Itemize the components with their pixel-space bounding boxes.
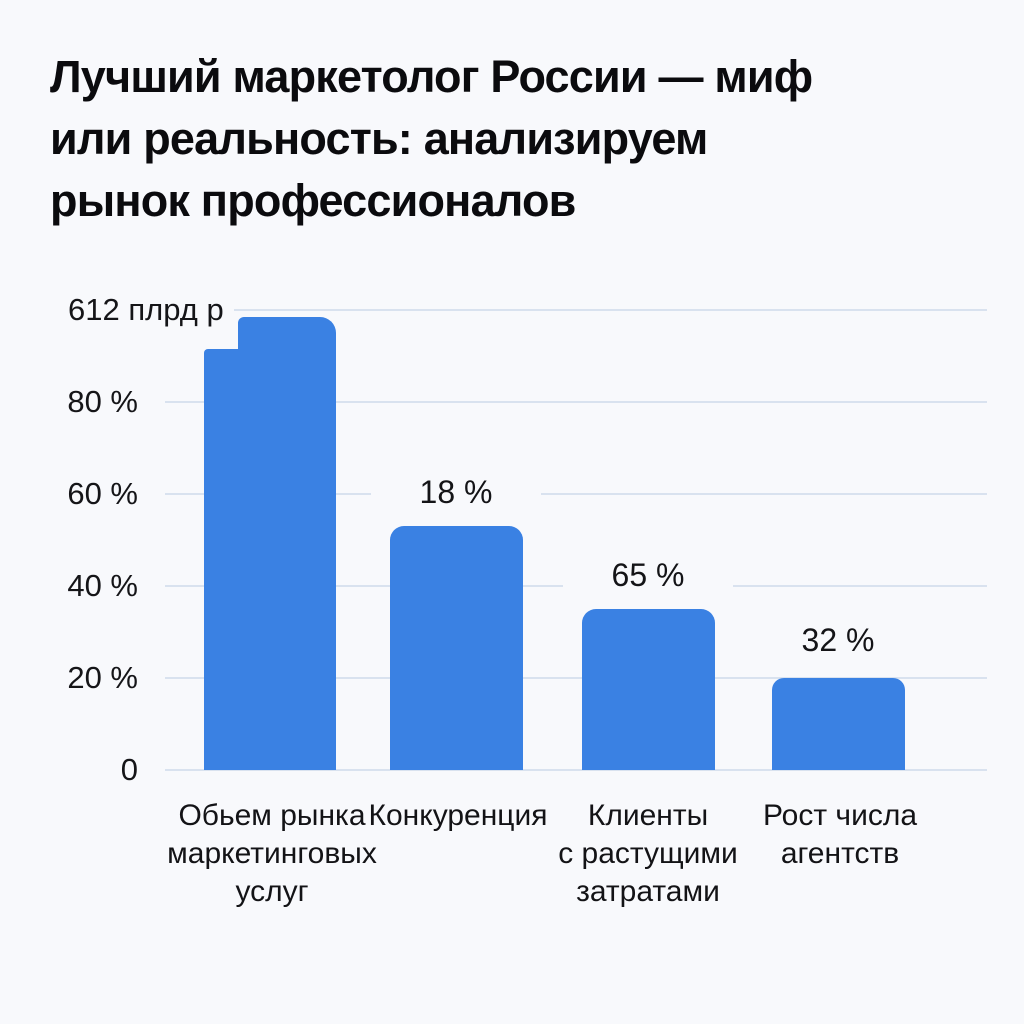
y-axis-tick-80: 80 % (67, 384, 138, 419)
value-label-clients: 65 % (563, 555, 733, 595)
category-label-line: затратами (576, 875, 720, 908)
y-axis-tick-20: 20 % (67, 660, 138, 695)
bar-competition (390, 526, 523, 770)
page-title-line-2: или реальность: анализируем (50, 113, 708, 164)
y-axis-tick-0: 0 (120, 752, 138, 787)
gridline-baseline (165, 769, 987, 771)
bar-clients-rising-costs (582, 609, 715, 770)
gridline-60 (165, 493, 987, 495)
category-label-line: агентств (780, 837, 900, 870)
bar-market-volume-step (204, 349, 238, 770)
category-label-line: Рост числа (762, 799, 918, 832)
category-label-clients: Клиенты с растущими затратами (528, 797, 768, 911)
category-label-agencies: Рост числа агентств (720, 797, 960, 873)
value-label-competition: 18 % (371, 472, 541, 512)
category-label-line: Клиенты (587, 799, 709, 832)
page-title-line-3: рынок профессионалов (50, 175, 576, 226)
bar-agency-growth (772, 678, 905, 770)
category-label-line: с растущими (558, 837, 738, 870)
page-title: Лучший маркетолог России — миф или реаль… (50, 46, 950, 232)
category-label-market-volume: Обьем рынка маркетинговых услуг (152, 797, 392, 911)
category-label-line: Конкуренция (368, 799, 548, 832)
y-axis-tick-40: 40 % (67, 568, 138, 603)
y-axis-tick-60: 60 % (67, 476, 138, 511)
category-label-line: услуг (235, 875, 309, 908)
y-axis-top-label: 612 плрд р (66, 290, 234, 330)
gridline-20 (165, 677, 987, 679)
gridline-top (165, 309, 987, 311)
value-label-agencies: 32 % (753, 620, 923, 660)
bar-market-volume (238, 317, 336, 770)
category-label-line: маркетинговых (167, 837, 377, 870)
category-label-line: Обьем рынка (178, 799, 366, 832)
category-label-competition: Конкуренция (338, 797, 578, 835)
page-title-line-1: Лучший маркетолог России — миф (50, 51, 813, 102)
gridline-80 (165, 401, 987, 403)
